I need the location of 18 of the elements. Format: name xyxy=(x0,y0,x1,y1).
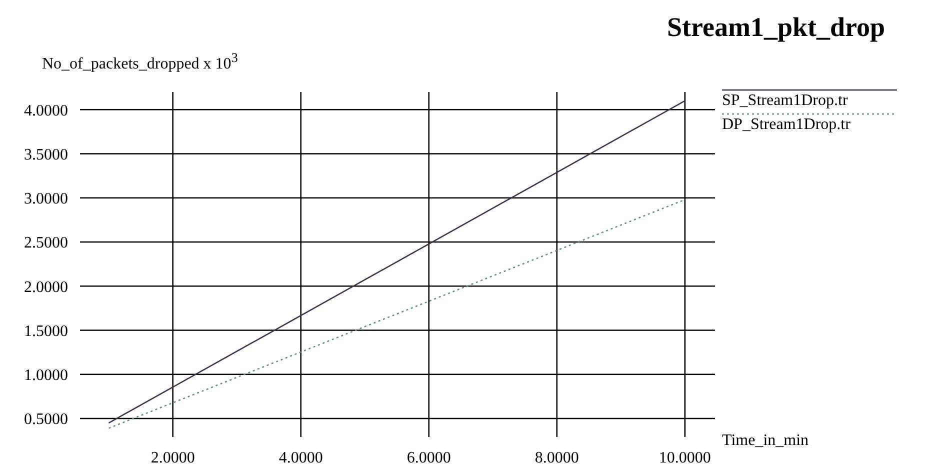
y-axis-title: No_of_packets_dropped x 10$^{3}$ xyxy=(42,50,238,74)
y-tick-label: 1.5000 xyxy=(24,322,68,340)
y-tick-label: 3.0000 xyxy=(24,190,68,208)
x-tick-label: 8.0000 xyxy=(534,449,579,466)
x-tick-label: 6.0000 xyxy=(406,449,451,466)
text: DP_Stream1Drop.tr xyxy=(722,116,852,134)
x-tick-label: 2.0000 xyxy=(150,449,195,466)
x-tick-label: 4.0000 xyxy=(278,449,323,466)
y-tick-label: 2.5000 xyxy=(24,234,68,252)
y-tick-label: 4.0000 xyxy=(24,102,68,120)
x-tick-label: 10.0000 xyxy=(658,449,711,466)
y-tick-label: 1.0000 xyxy=(24,367,68,384)
text: SP_Stream1Drop.tr xyxy=(722,92,849,110)
x-axis-title: Time_in_min xyxy=(722,432,809,450)
y-tick-label: 2.0000 xyxy=(24,278,68,296)
text: Stream1_pkt_drop xyxy=(666,12,885,43)
y-tick-label: 0.5000 xyxy=(24,411,68,428)
y-tick-label: 3.5000 xyxy=(24,146,68,164)
